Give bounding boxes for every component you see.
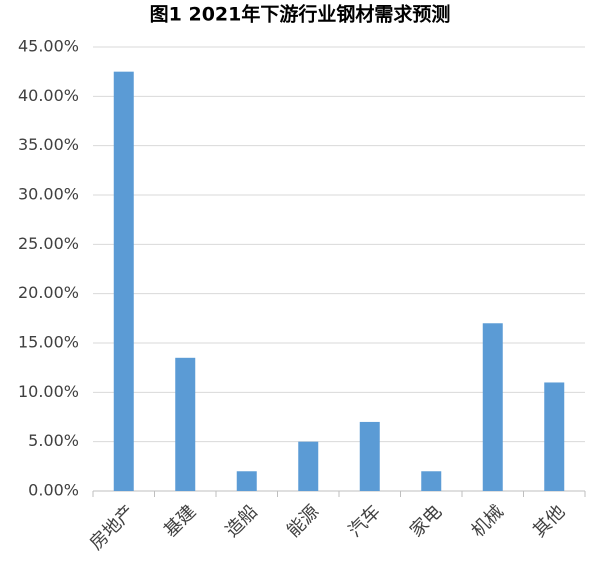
x-tick-label: 机械: [468, 501, 508, 541]
y-tick-label: 5.00%: [28, 431, 79, 450]
bar: [236, 471, 257, 491]
y-tick-label: 40.00%: [18, 86, 79, 105]
y-tick-label: 30.00%: [18, 185, 79, 204]
bar: [359, 421, 380, 491]
x-tick-label: 其他: [529, 501, 569, 541]
y-tick-label: 25.00%: [18, 234, 79, 253]
bar: [482, 323, 503, 491]
y-tick-label: 10.00%: [18, 382, 79, 401]
y-tick-label: 35.00%: [18, 135, 79, 154]
bar: [298, 441, 319, 491]
y-tick-label: 15.00%: [18, 333, 79, 352]
bar: [421, 471, 442, 491]
y-tick-label: 20.00%: [18, 283, 79, 302]
y-tick-label: 0.00%: [28, 481, 79, 500]
x-tick-label: 基建: [160, 501, 200, 541]
bar: [544, 382, 565, 491]
bar: [175, 357, 196, 491]
bar: [113, 71, 134, 492]
x-tick-label: 造船: [222, 501, 262, 541]
y-tick-label: 45.00%: [18, 37, 79, 56]
x-tick-label: 家电: [406, 501, 446, 541]
chart-title: 图1 2021年下游行业钢材需求预测: [150, 3, 451, 26]
x-tick-label: 房地产: [86, 501, 139, 554]
x-tick-label: 能源: [283, 501, 323, 541]
x-tick-label: 汽车: [345, 501, 385, 541]
